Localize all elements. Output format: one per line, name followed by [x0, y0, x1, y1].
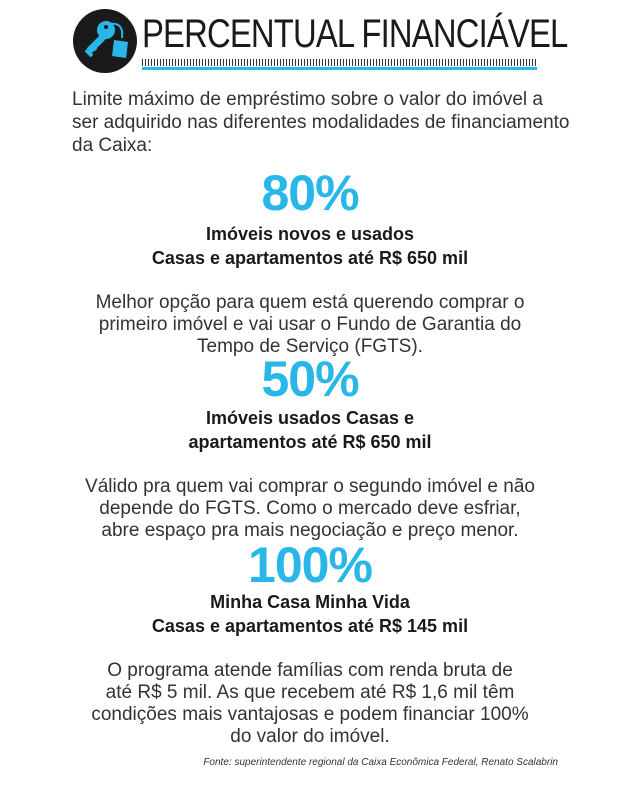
section-subtitle: Imóveis novos e usados Casas e apartamen…: [40, 222, 580, 270]
percent-value: 50%: [261, 351, 359, 407]
percent-value: 80%: [261, 165, 359, 221]
key-tag-icon: [73, 9, 137, 73]
description-line: Tempo de Serviço (FGTS).: [197, 336, 423, 357]
description-line: primeiro imóvel e vai usar o Fundo de Ga…: [98, 314, 522, 335]
description-line: do valor do imóvel.: [230, 726, 390, 747]
subtitle-line: apartamentos até R$ 650 mil: [188, 432, 432, 452]
description-line: condições mais vantajosas e podem financ…: [91, 704, 529, 725]
subtitle-line: Minha Casa Minha Vida: [210, 592, 410, 612]
section-description: Melhor opção para quem está querendo com…: [40, 292, 580, 358]
section-description: Válido pra quem vai comprar o segundo im…: [40, 476, 580, 542]
description-line: O programa atende famílias com renda bru…: [107, 660, 513, 681]
subtitle-line: Casas e apartamentos até R$ 145 mil: [151, 616, 469, 636]
section-description: O programa atende famílias com renda bru…: [40, 660, 580, 748]
description-line: Válido pra quem vai comprar o segundo im…: [85, 476, 535, 497]
page-title: PERCENTUAL FINANCIÁVEL: [142, 12, 568, 56]
percent-value: 100%: [248, 537, 373, 593]
subtitle-line: Casas e apartamentos até R$ 650 mil: [151, 248, 469, 268]
description-line: abre espaço pra mais negociação e preço …: [101, 520, 519, 541]
description-line: depende do FGTS. Como o mercado deve esf…: [99, 498, 521, 519]
subtitle-line: Imóveis novos e usados: [205, 224, 415, 244]
section-50: 50% Imóveis usados Casas e apartamentos …: [40, 354, 580, 542]
description-line: até R$ 5 mil. As que recebem até R$ 1,6 …: [105, 682, 515, 703]
hatch-divider: [142, 59, 537, 66]
section-subtitle: Minha Casa Minha Vida Casas e apartament…: [40, 590, 580, 638]
subtitle-line: Imóveis usados Casas e: [205, 408, 415, 428]
intro-text: Limite máximo de empréstimo sobre o valo…: [72, 89, 570, 156]
description-line: Melhor opção para quem está querendo com…: [95, 292, 525, 313]
section-80: 80% Imóveis novos e usados Casas e apart…: [40, 168, 580, 358]
source-credit: Fonte: superintendente regional da Caixa…: [203, 757, 558, 768]
section-100: 100% Minha Casa Minha Vida Casas e apart…: [40, 540, 580, 748]
section-subtitle: Imóveis usados Casas e apartamentos até …: [40, 406, 580, 454]
accent-rule: [142, 67, 537, 70]
